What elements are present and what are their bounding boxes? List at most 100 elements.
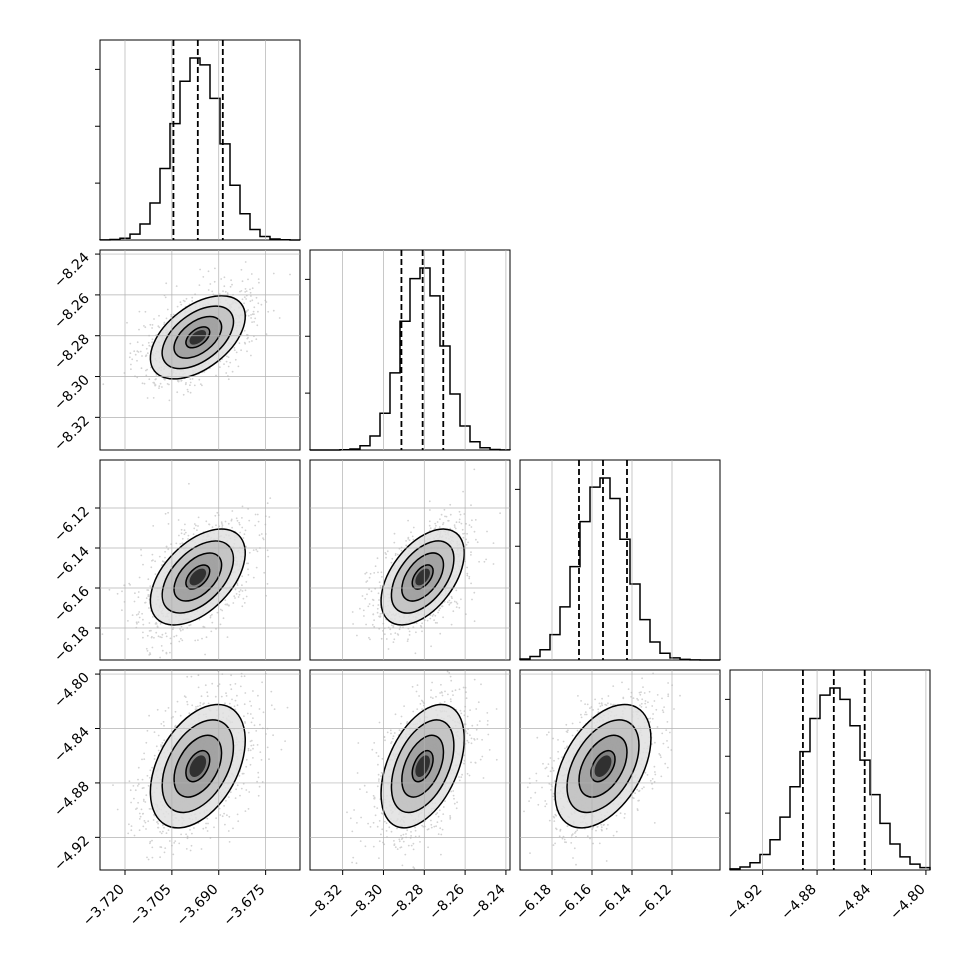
scatter-point (179, 714, 182, 717)
panel-2-1 (309, 459, 511, 661)
scatter-point (447, 519, 449, 522)
scatter-point (253, 306, 256, 309)
scatter-point (167, 548, 170, 551)
scatter-point (140, 808, 143, 811)
scatter-point (246, 562, 248, 565)
scatter-point (432, 613, 435, 616)
scatter-point (167, 523, 170, 525)
scatter-point (434, 621, 437, 624)
scatter-point (148, 607, 150, 609)
scatter-point (175, 285, 178, 287)
scatter-point (210, 630, 213, 633)
scatter-point (189, 391, 192, 394)
scatter-point (257, 694, 259, 697)
scatter-point (185, 848, 188, 850)
scatter-point (218, 807, 221, 810)
scatter-point (166, 383, 169, 385)
scatter-point (238, 523, 241, 526)
scatter-point (240, 675, 243, 678)
scatter-point (257, 771, 260, 774)
scatter-point (180, 528, 183, 531)
scatter-point (152, 559, 154, 561)
scatter-point (492, 542, 495, 544)
scatter-point (260, 303, 263, 306)
scatter-point (246, 712, 249, 715)
scatter-point (352, 623, 354, 625)
scatter-point (227, 356, 230, 359)
scatter-point (215, 628, 217, 630)
scatter-point (426, 619, 429, 622)
scatter-point (249, 749, 252, 752)
scatter-point (252, 717, 254, 719)
scatter-point (156, 625, 159, 628)
scatter-point (229, 683, 232, 686)
scatter-point (154, 384, 157, 387)
scatter-point (186, 675, 189, 678)
scatter-point (455, 589, 458, 592)
scatter-point (486, 530, 488, 533)
scatter-point (146, 634, 149, 637)
scatter-point (183, 300, 186, 303)
scatter-point (439, 518, 441, 521)
scatter-point (128, 356, 131, 359)
scatter-point (466, 574, 469, 577)
scatter-point (377, 571, 379, 574)
scatter-point (394, 554, 397, 557)
scatter-point (198, 618, 201, 621)
scatter-point (219, 608, 222, 611)
scatter-point (155, 631, 158, 634)
scatter-point (235, 351, 238, 354)
scatter-point (151, 324, 154, 326)
scatter-point (241, 605, 244, 608)
scatter-point (240, 349, 243, 352)
scatter-point (356, 634, 358, 637)
scatter-point (227, 365, 230, 368)
scatter-point (227, 604, 230, 607)
scatter-point (202, 703, 205, 705)
scatter-point (133, 797, 135, 800)
scatter-point (206, 695, 209, 698)
scatter-point (441, 605, 444, 608)
scatter-point (156, 626, 159, 628)
scatter-point (455, 521, 458, 524)
scatter-point (455, 606, 458, 608)
scatter-point (169, 637, 172, 640)
scatter-point (229, 285, 232, 288)
scatter-point (239, 290, 241, 293)
scatter-point (270, 690, 273, 693)
scatter-point (142, 631, 144, 634)
scatter-point (421, 622, 423, 625)
scatter-point (437, 611, 439, 614)
scatter-point (351, 611, 354, 613)
scatter-point (186, 835, 189, 838)
scatter-point (189, 384, 191, 387)
scatter-point (402, 840, 405, 843)
scatter-point (224, 603, 227, 606)
scatter-point (453, 526, 456, 528)
scatter-point (251, 287, 254, 290)
scatter-point (398, 628, 401, 631)
scatter-point (388, 826, 391, 829)
scatter-point (365, 623, 367, 626)
scatter-point (368, 636, 370, 639)
scatter-point (142, 636, 144, 639)
scatter-point (128, 582, 131, 585)
scatter-point (197, 639, 199, 641)
scatter-point (136, 341, 139, 344)
scatter-point (189, 849, 192, 852)
scatter-point (145, 369, 147, 372)
scatter-point (155, 378, 157, 380)
scatter-point (129, 352, 132, 355)
scatter-point (184, 383, 187, 386)
scatter-point (366, 593, 368, 596)
scatter-point (238, 342, 241, 345)
scatter-point (376, 557, 379, 560)
scatter-point (471, 519, 473, 522)
scatter-point (244, 291, 247, 293)
scatter-point (238, 593, 241, 596)
density-peak (189, 755, 207, 777)
scatter-point (206, 817, 209, 820)
scatter-point (148, 808, 151, 810)
scatter-point (241, 517, 243, 519)
scatter-point (199, 383, 202, 385)
